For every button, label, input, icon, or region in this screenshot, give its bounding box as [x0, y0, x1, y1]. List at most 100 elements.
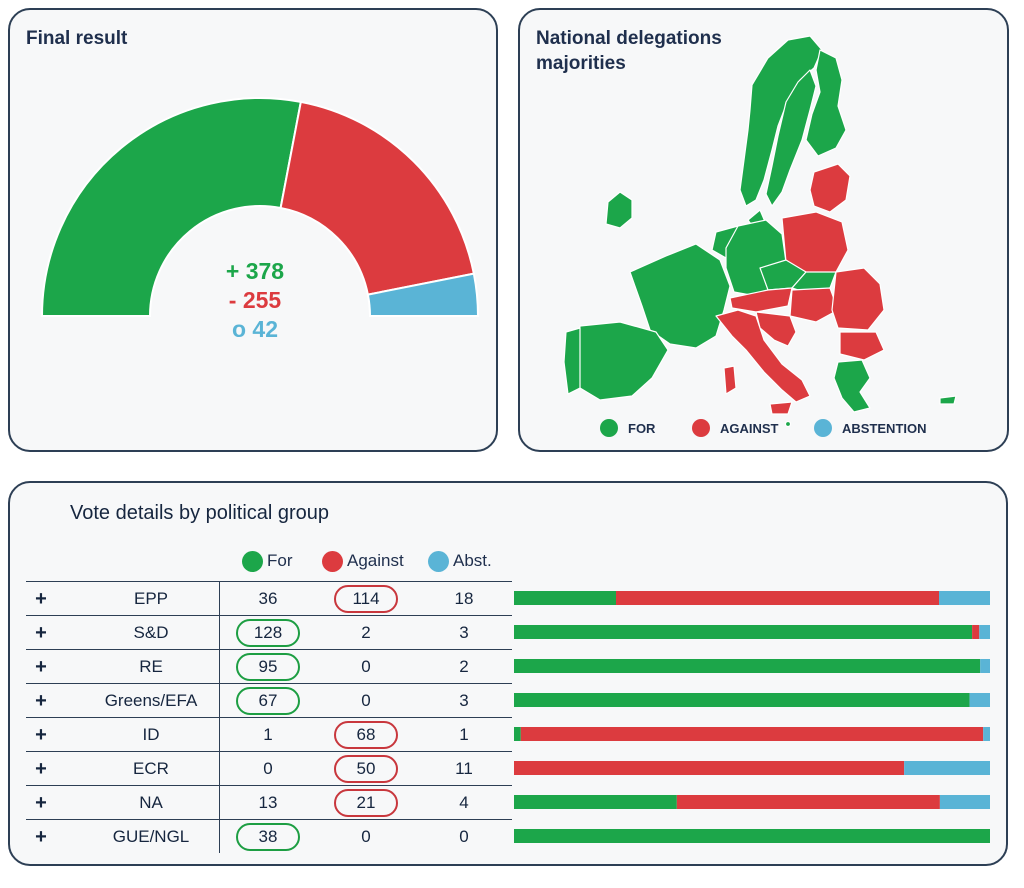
vote-against-value: 0 — [361, 691, 371, 710]
vote-for-value: 36 — [258, 589, 278, 608]
bar-epp-against — [616, 591, 939, 605]
vote-details-panel: Vote details by political group For Agai… — [8, 481, 1008, 866]
vote-abstention-value: 1 — [459, 725, 469, 744]
header-for-label: For — [267, 551, 293, 570]
vote-for-value: 128 — [236, 619, 300, 647]
vote-abstention-value: 11 — [455, 759, 473, 778]
vote-against-value: 21 — [334, 789, 398, 817]
map-legend-against: AGAINST — [692, 416, 779, 440]
vote-for-value: 38 — [236, 823, 300, 851]
final-result-panel: Final result + 378 - 255 o 42 — [8, 8, 498, 452]
map-legend-against-label: AGAINST — [720, 420, 779, 436]
legend-for-dot — [600, 419, 618, 437]
map-country-finland — [805, 49, 847, 157]
bar-na-abstention — [939, 795, 990, 809]
vote-details-title: Vote details by political group — [70, 502, 330, 524]
header-for: For — [242, 549, 293, 573]
group-stacked-bars — [514, 591, 990, 843]
vote-for-value: 0 — [263, 759, 273, 778]
table-row-na: + NA 13 21 4 — [26, 785, 512, 819]
bar-id-for — [514, 727, 521, 741]
header-against-label: Against — [347, 551, 404, 570]
vote-for-value: 95 — [236, 653, 300, 681]
hemicycle-abstention-slice — [366, 272, 480, 317]
map-country-sweden — [765, 69, 817, 207]
map-country-bulgaria — [839, 331, 885, 361]
bar-s-d-for — [514, 625, 973, 639]
expand-row-button[interactable]: + — [35, 588, 47, 610]
header-against: Against — [322, 549, 404, 573]
expand-row-button[interactable]: + — [35, 724, 47, 746]
map-country-hungary — [789, 287, 839, 323]
vote-against-value: 2 — [361, 623, 371, 642]
bar-re-for — [514, 659, 981, 673]
map-country-greece — [833, 359, 871, 413]
row-divider — [26, 785, 512, 786]
row-divider — [26, 683, 512, 684]
header-abstention-label: Abst. — [453, 551, 492, 570]
hemicycle-against-slice — [279, 100, 476, 296]
table-row-greens-efa: + Greens/EFA 67 0 3 — [26, 683, 512, 717]
group-name: S&D — [133, 623, 169, 642]
map-legend-abstention-label: ABSTENTION — [842, 420, 927, 436]
expand-row-button[interactable]: + — [35, 826, 47, 848]
group-name: RE — [139, 657, 163, 676]
map-country-baltics — [809, 163, 851, 213]
header-abstention-dot — [428, 550, 449, 572]
vote-abstention-value: 18 — [454, 589, 474, 608]
vote-abstention-value: 0 — [459, 827, 469, 846]
map-title: National delegations majorities — [536, 28, 722, 74]
legend-against-dot — [692, 419, 710, 437]
table-row-ecr: + ECR 0 50 11 — [26, 751, 512, 785]
bar-epp-for — [514, 591, 616, 605]
bar-id-against — [520, 727, 984, 741]
map-country-malta — [784, 420, 792, 428]
group-name: Greens/EFA — [104, 691, 198, 710]
map-country-sicily — [769, 401, 793, 415]
map-country-sardinia — [723, 365, 737, 395]
legend-abstention-dot — [814, 419, 832, 437]
map-country-romania — [831, 267, 885, 331]
map-country-austria — [729, 287, 793, 313]
expand-row-button[interactable]: + — [35, 622, 47, 644]
vote-against-value: 114 — [334, 585, 398, 613]
bar-greens-efa-for — [514, 693, 970, 707]
group-name: NA — [139, 793, 163, 812]
total-for-value: + 378 — [225, 258, 285, 284]
national-delegations-panel: National delegations majorities — [518, 8, 1009, 452]
vote-for-value: 67 — [236, 687, 300, 715]
map-country-cyprus — [939, 395, 957, 405]
vote-for-value: 1 — [263, 725, 273, 744]
expand-row-button[interactable]: + — [35, 656, 47, 678]
map-country-spain — [577, 321, 669, 401]
map-legend-for-label: FOR — [628, 420, 656, 436]
total-against-value: - 255 — [228, 287, 282, 313]
bar-gue-ngl-for — [514, 829, 990, 843]
group-name: EPP — [133, 589, 169, 608]
map-country-ireland — [605, 191, 633, 229]
row-divider — [26, 615, 512, 616]
bar-s-d-against — [972, 625, 980, 639]
bar-s-d-abstention — [979, 625, 990, 639]
vote-against-value: 50 — [334, 755, 398, 783]
header-against-dot — [322, 550, 343, 572]
map-legend: FOR AGAINST ABSTENTION — [600, 416, 980, 440]
final-result-hemicycle-chart — [40, 97, 480, 317]
table-divider — [219, 581, 220, 853]
expand-row-button[interactable]: + — [35, 690, 47, 712]
expand-row-button[interactable]: + — [35, 758, 47, 780]
vote-against-value: 0 — [361, 657, 371, 676]
table-row-s-d: + S&D 128 2 3 — [26, 615, 512, 649]
bar-re-abstention — [980, 659, 990, 673]
vote-abstention-value: 4 — [459, 793, 469, 812]
table-row-id: + ID 1 68 1 — [26, 717, 512, 751]
row-divider — [26, 649, 512, 650]
bar-ecr-abstention — [904, 761, 990, 775]
total-abstention-value: o 42 — [231, 316, 279, 342]
bar-id-abstention — [983, 727, 990, 741]
hemicycle-for-slice — [40, 97, 303, 317]
expand-row-button[interactable]: + — [35, 792, 47, 814]
bar-na-against — [676, 795, 940, 809]
vote-against-value: 68 — [334, 721, 398, 749]
row-divider — [26, 751, 512, 752]
